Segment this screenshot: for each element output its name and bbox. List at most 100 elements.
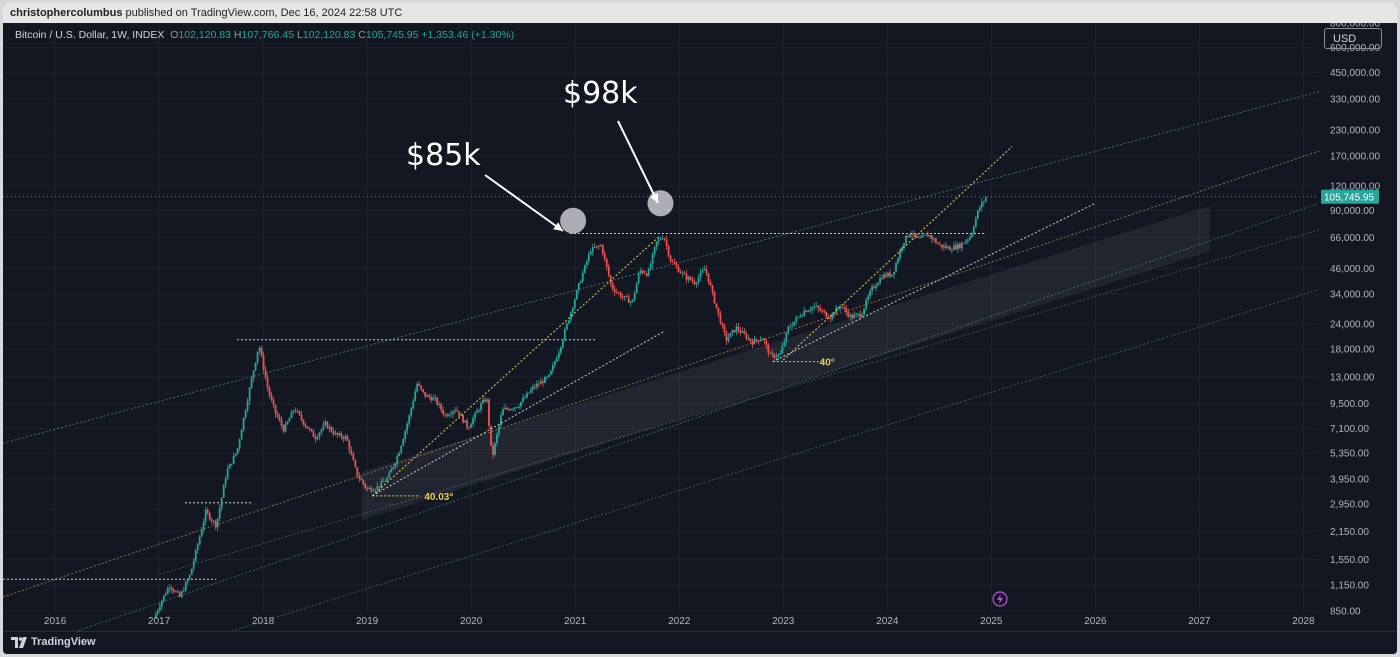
candle <box>540 377 542 385</box>
close-label: C <box>358 29 366 41</box>
candle <box>450 409 453 418</box>
candle <box>619 290 622 300</box>
candle-body <box>619 293 622 298</box>
candle-body <box>695 282 698 285</box>
candle <box>396 453 399 468</box>
candle-body <box>232 455 235 464</box>
candle <box>545 375 548 381</box>
candle <box>589 248 592 256</box>
candle-body <box>805 310 808 312</box>
candle <box>166 585 169 595</box>
candle-body <box>276 413 279 417</box>
candle <box>372 487 375 492</box>
candle <box>715 303 718 310</box>
candle <box>805 310 808 313</box>
candle-body <box>444 413 447 415</box>
candle <box>230 463 233 467</box>
candle-body <box>420 385 423 390</box>
candle <box>960 240 963 252</box>
candle-body <box>450 413 453 415</box>
candle <box>605 258 608 271</box>
currency-button[interactable]: USD <box>1324 28 1382 49</box>
candle <box>374 488 377 493</box>
candle-body <box>392 466 395 470</box>
candle <box>274 404 277 418</box>
candle <box>573 297 576 311</box>
candle-body <box>188 574 191 580</box>
tradingview-brand[interactable]: TradingView <box>31 636 96 648</box>
candle-body <box>288 418 291 422</box>
candle <box>486 397 488 403</box>
candle-body <box>911 234 913 236</box>
candle-body <box>162 595 165 601</box>
candle <box>807 309 810 313</box>
symbol-label[interactable]: Bitcoin / U.S. Dollar, 1W, INDEX <box>15 29 165 41</box>
candle <box>677 264 680 273</box>
candle <box>657 236 660 246</box>
last-price-label: 105,745.95 <box>1324 192 1374 203</box>
candle-body <box>791 325 794 327</box>
candle <box>170 585 173 594</box>
candle <box>478 408 480 413</box>
y-tick-label: 7,100.00 <box>1330 424 1369 435</box>
candle <box>502 406 504 416</box>
candle-body <box>968 236 971 240</box>
trend-lines <box>371 146 1096 497</box>
candle <box>661 234 664 241</box>
candle <box>893 271 895 280</box>
candle <box>204 506 207 526</box>
candle-body <box>847 311 850 317</box>
candle <box>246 398 249 413</box>
author-name[interactable]: christophercolumbus <box>10 7 123 19</box>
price-target-label: $98k <box>563 76 638 111</box>
candle <box>789 322 792 330</box>
candle-body <box>274 404 277 414</box>
candle <box>869 288 871 299</box>
candle-body <box>266 377 269 388</box>
low-label: L <box>296 29 303 41</box>
candle <box>761 337 764 340</box>
candle-body <box>496 434 498 444</box>
candle <box>547 374 550 378</box>
candle-body <box>524 397 526 399</box>
price-chart[interactable]: $85k $98k 40.03° 40° 850.00 1,150.00 1,550.00… <box>3 23 1397 631</box>
candle <box>536 379 538 391</box>
candle-body <box>677 266 680 273</box>
candle-body <box>755 338 758 341</box>
candle <box>366 486 369 492</box>
candle <box>400 445 403 455</box>
candle-body <box>707 272 710 283</box>
candle-body <box>458 411 461 416</box>
candle <box>468 426 470 430</box>
candle-body <box>601 245 604 254</box>
candle <box>765 338 768 350</box>
candle-body <box>623 295 626 298</box>
candle-body <box>262 355 265 370</box>
candle <box>741 327 744 334</box>
candle-body <box>976 210 979 219</box>
candle-body <box>226 468 229 479</box>
candle-body <box>571 307 574 313</box>
candle-body <box>212 520 215 522</box>
tradingview-logo-icon[interactable] <box>11 637 27 649</box>
candle <box>344 433 347 442</box>
candle <box>871 283 873 296</box>
candle-body <box>739 330 742 333</box>
candle-body <box>655 241 658 247</box>
candle <box>879 274 881 286</box>
candle-body <box>192 560 195 569</box>
candle-body <box>541 381 544 384</box>
candle <box>599 244 602 247</box>
candle <box>432 394 435 401</box>
candle-body <box>597 246 600 247</box>
candle-body <box>292 410 295 412</box>
candle <box>707 272 710 285</box>
candle-body <box>376 486 379 490</box>
x-tick-label: 2020 <box>460 616 483 627</box>
candle-body <box>543 377 546 384</box>
candle <box>891 274 893 278</box>
candle <box>402 437 405 447</box>
candle-body <box>769 352 772 354</box>
candle-body <box>809 309 812 311</box>
candle <box>875 282 877 292</box>
